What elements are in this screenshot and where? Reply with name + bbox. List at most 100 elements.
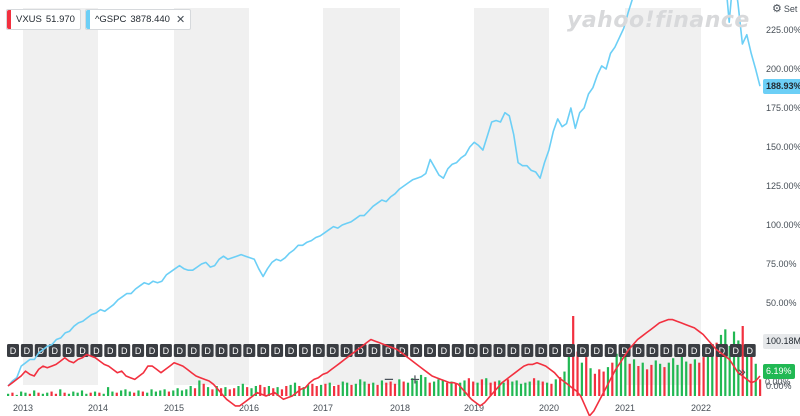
dividend-marker[interactable] (201, 344, 214, 357)
dividend-marker[interactable] (563, 344, 575, 357)
volume-bar (293, 382, 297, 396)
dividend-marker[interactable] (437, 344, 450, 357)
dividend-marker[interactable] (479, 344, 492, 357)
dividend-marker[interactable] (451, 344, 464, 357)
dividend-marker[interactable] (215, 344, 228, 357)
dividend-marker-label: D (107, 346, 114, 356)
dividend-marker[interactable] (465, 344, 478, 357)
zoom-in-button[interactable]: + (410, 370, 420, 389)
volume-bar (519, 383, 523, 396)
dividend-marker[interactable] (20, 344, 33, 357)
y-tick-label: 200.00% (766, 64, 800, 74)
dividend-marker[interactable] (326, 344, 339, 357)
close-icon[interactable]: ✕ (175, 14, 186, 26)
volume-bar (233, 388, 236, 396)
dividend-marker[interactable] (146, 344, 158, 357)
dividend-marker[interactable] (535, 344, 548, 357)
volume-bar (59, 389, 62, 396)
volume-bar (745, 347, 749, 396)
dividend-marker[interactable] (368, 344, 381, 357)
dividend-marker[interactable] (7, 344, 19, 357)
volume-bar (106, 387, 110, 396)
dividend-marker[interactable] (48, 344, 61, 357)
legend-chip-gspc[interactable]: ^GSPC 3878.440 ✕ (84, 9, 192, 30)
volume-bar (593, 373, 597, 396)
volume-bar (459, 382, 462, 396)
dividend-marker[interactable] (159, 344, 172, 357)
volume-bar (559, 377, 562, 396)
dividend-marker-label: D (496, 346, 503, 356)
dividend-marker-label: D (357, 346, 364, 356)
dividend-marker[interactable] (229, 344, 242, 357)
dividend-marker[interactable] (76, 344, 89, 357)
dividend-marker[interactable] (604, 344, 617, 357)
dividend-marker-label: D (538, 346, 545, 356)
dividend-marker[interactable] (118, 344, 131, 357)
volume-bar (546, 382, 549, 396)
dividend-marker[interactable] (271, 344, 284, 357)
volume-bar (141, 391, 144, 396)
dividend-marker[interactable] (576, 344, 589, 357)
volume-bar (446, 382, 449, 396)
legend-chip-vxus[interactable]: VXUS 51.970 (6, 9, 81, 30)
dividend-marker[interactable] (285, 344, 297, 357)
volume-bar (580, 362, 583, 396)
dividend-marker[interactable] (132, 344, 145, 357)
dividend-marker-label: D (468, 346, 475, 356)
dividend-marker[interactable] (743, 344, 756, 357)
dividend-marker[interactable] (549, 344, 562, 357)
vxus-line (7, 318, 761, 416)
volume-bar (511, 381, 514, 396)
dividend-marker[interactable] (521, 344, 534, 357)
dividend-marker[interactable] (660, 344, 673, 357)
volume-bar (146, 392, 149, 396)
volume-bar (11, 392, 14, 396)
volume-bar (711, 349, 714, 396)
dividend-marker[interactable] (298, 344, 311, 357)
dividend-marker[interactable] (618, 344, 631, 357)
dividend-marker[interactable] (493, 344, 506, 357)
dividend-marker[interactable] (90, 344, 103, 357)
dividend-marker-label: D (274, 346, 281, 356)
volume-bar (154, 391, 157, 396)
volume-bar (259, 384, 262, 396)
volume-bar (589, 368, 592, 396)
dividend-marker[interactable] (340, 344, 353, 357)
dividend-marker[interactable] (729, 344, 742, 357)
dividend-marker[interactable] (62, 344, 75, 357)
dividend-marker[interactable] (173, 344, 186, 357)
volume-bar (150, 389, 153, 396)
volume-bar (441, 380, 444, 396)
dividend-marker[interactable] (396, 344, 409, 357)
y-tick-label: 125.00% (766, 181, 800, 191)
dividend-marker[interactable] (702, 344, 714, 357)
dividend-marker-label: D (399, 346, 406, 356)
zoom-out-button[interactable]: − (384, 370, 394, 389)
dividend-marker[interactable] (507, 344, 520, 357)
dividend-marker[interactable] (590, 344, 603, 357)
dividend-marker[interactable] (632, 344, 645, 357)
dividend-marker[interactable] (354, 344, 367, 357)
volume-bar (133, 392, 136, 396)
dividend-marker[interactable] (424, 344, 436, 357)
volume-bar (363, 381, 366, 396)
expand-icon[interactable]: » (738, 363, 746, 379)
dividend-marker[interactable] (674, 344, 687, 357)
dividend-marker[interactable] (257, 344, 270, 357)
dividend-marker[interactable] (312, 344, 325, 357)
volume-bar (702, 357, 705, 396)
dividend-marker[interactable] (243, 344, 256, 357)
dividend-marker[interactable] (646, 344, 659, 357)
dividend-marker[interactable] (410, 344, 423, 357)
dividend-marker[interactable] (715, 344, 728, 357)
volume-bar (367, 383, 370, 396)
dividend-marker[interactable] (688, 344, 701, 357)
year-band (23, 8, 98, 385)
dividend-marker-label: D (594, 346, 601, 356)
settings-button[interactable]: ⚙ Set (772, 2, 797, 15)
volume-bar (302, 387, 305, 396)
dividend-marker[interactable] (104, 344, 117, 357)
volume-bar (359, 379, 362, 396)
dividend-marker[interactable] (187, 344, 200, 357)
